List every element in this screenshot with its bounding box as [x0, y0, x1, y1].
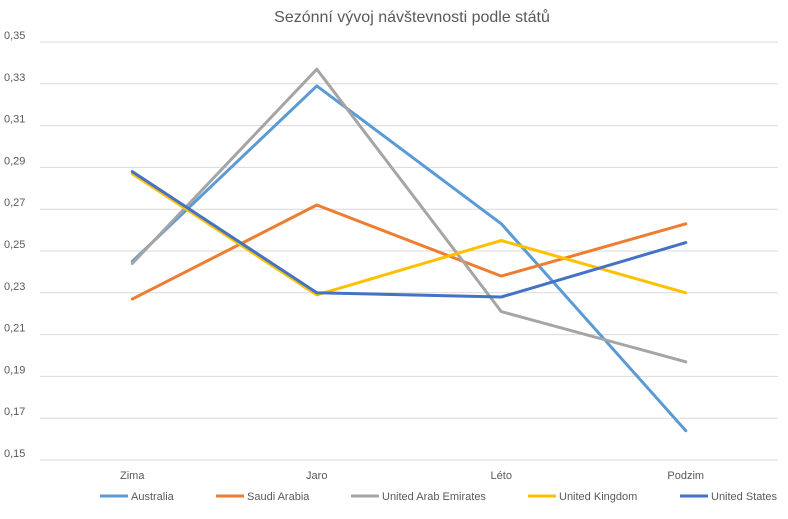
y-tick-label: 0,27 — [4, 197, 25, 209]
y-tick-label: 0,19 — [4, 364, 25, 376]
x-axis-tick-labels: Zima Jaro Léto Podzim — [120, 470, 704, 482]
y-tick-label: 0,23 — [4, 281, 25, 293]
y-tick-label: 0,29 — [4, 155, 25, 167]
legend: Australia Saudi Arabia United Arab Emirate… — [100, 491, 778, 503]
legend-label: Australia — [131, 491, 175, 503]
x-tick-label: Jaro — [306, 470, 327, 482]
legend-label: United Arab Emirates — [382, 491, 486, 503]
series-line — [132, 69, 686, 362]
legend-label: United Kingdom — [559, 491, 637, 503]
y-tick-label: 0,33 — [4, 72, 25, 84]
y-tick-label: 0,21 — [4, 323, 25, 335]
x-tick-label: Léto — [491, 470, 512, 482]
y-tick-label: 0,15 — [4, 448, 25, 460]
y-tick-label: 0,31 — [4, 114, 25, 126]
chart-title: Sezónní vývoj návštevnosti podle států — [274, 8, 550, 26]
x-tick-label: Zima — [120, 470, 145, 482]
y-tick-label: 0,35 — [4, 30, 25, 42]
legend-label: Saudi Arabia — [247, 491, 310, 503]
y-axis-tick-labels: 0,15 0,17 0,19 0,21 0,23 0,25 0,27 0,29 0,31 0,33… — [4, 30, 25, 460]
legend-label: United States — [711, 491, 778, 503]
gridlines — [40, 42, 778, 460]
y-tick-label: 0,17 — [4, 406, 25, 418]
series-line — [132, 205, 686, 299]
y-tick-label: 0,25 — [4, 239, 25, 251]
x-tick-label: Podzim — [667, 470, 704, 482]
